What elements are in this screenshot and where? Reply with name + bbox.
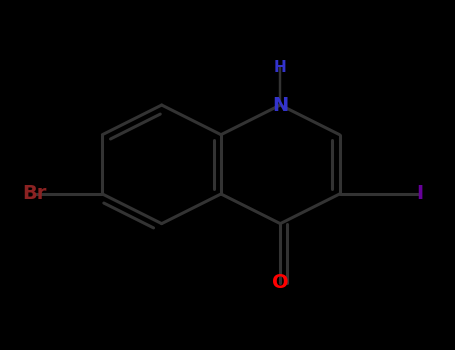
Text: O: O <box>272 273 288 292</box>
Text: N: N <box>272 96 288 114</box>
Text: I: I <box>417 184 424 203</box>
Text: Br: Br <box>23 184 47 203</box>
Text: H: H <box>274 60 287 75</box>
